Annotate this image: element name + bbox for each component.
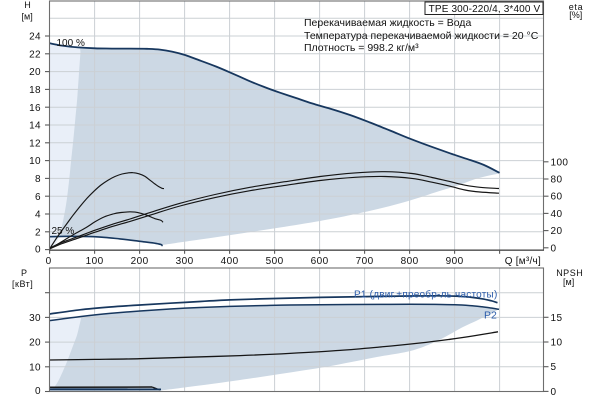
svg-text:40: 40 bbox=[551, 209, 563, 220]
svg-text:16: 16 bbox=[29, 103, 41, 114]
svg-text:Температура перекачиваемой жид: Температура перекачиваемой жидкости = 20… bbox=[304, 30, 539, 42]
svg-text:20: 20 bbox=[29, 67, 41, 78]
svg-text:300: 300 bbox=[176, 256, 194, 267]
svg-text:Перекачиваемая жидкость = Вода: Перекачиваемая жидкость = Вода bbox=[304, 17, 471, 29]
svg-text:900: 900 bbox=[446, 256, 464, 267]
svg-text:[%]: [%] bbox=[569, 10, 582, 20]
svg-text:24: 24 bbox=[29, 32, 41, 43]
svg-text:100: 100 bbox=[551, 157, 569, 168]
svg-text:20: 20 bbox=[551, 226, 563, 237]
svg-text:10: 10 bbox=[551, 338, 563, 349]
svg-text:0: 0 bbox=[551, 243, 557, 254]
svg-text:[м]: [м] bbox=[563, 277, 574, 287]
svg-text:500: 500 bbox=[266, 256, 284, 267]
svg-text:22: 22 bbox=[29, 49, 41, 60]
svg-text:5: 5 bbox=[551, 362, 557, 373]
svg-text:14: 14 bbox=[29, 121, 41, 132]
svg-text:200: 200 bbox=[131, 256, 149, 267]
svg-text:2: 2 bbox=[35, 227, 41, 238]
svg-text:600: 600 bbox=[311, 256, 329, 267]
svg-text:80: 80 bbox=[551, 175, 563, 186]
svg-text:10: 10 bbox=[29, 362, 41, 373]
svg-text:25 %: 25 % bbox=[52, 226, 75, 237]
svg-text:700: 700 bbox=[356, 256, 374, 267]
svg-text:P2: P2 bbox=[484, 310, 497, 322]
svg-text:NPSH: NPSH bbox=[556, 268, 583, 278]
svg-text:Q [м³/ч]: Q [м³/ч] bbox=[505, 256, 541, 267]
svg-text:H: H bbox=[24, 0, 31, 10]
svg-text:100: 100 bbox=[86, 256, 104, 267]
svg-text:TPE 300-220/4, 3*400 V: TPE 300-220/4, 3*400 V bbox=[429, 4, 541, 15]
svg-text:P1 (двиг.+преобр-ль частоты): P1 (двиг.+преобр-ль частоты) bbox=[354, 289, 498, 301]
svg-text:0: 0 bbox=[551, 387, 557, 398]
svg-text:[м]: [м] bbox=[22, 11, 33, 21]
svg-text:10: 10 bbox=[29, 156, 41, 167]
svg-text:400: 400 bbox=[221, 256, 239, 267]
svg-text:60: 60 bbox=[551, 192, 563, 203]
svg-text:[кВт]: [кВт] bbox=[12, 279, 33, 289]
svg-text:0: 0 bbox=[35, 386, 41, 397]
svg-text:0: 0 bbox=[35, 244, 41, 255]
svg-text:Плотность = 998.2 кг/м³: Плотность = 998.2 кг/м³ bbox=[304, 42, 419, 54]
svg-text:30: 30 bbox=[29, 313, 41, 324]
svg-text:4: 4 bbox=[35, 210, 41, 221]
svg-text:12: 12 bbox=[29, 138, 41, 149]
svg-text:18: 18 bbox=[29, 85, 41, 96]
svg-text:P: P bbox=[21, 268, 27, 278]
svg-text:20: 20 bbox=[29, 338, 41, 349]
svg-text:100 %: 100 % bbox=[57, 38, 85, 49]
svg-text:8: 8 bbox=[35, 174, 41, 185]
svg-text:15: 15 bbox=[551, 313, 563, 324]
svg-text:800: 800 bbox=[401, 256, 419, 267]
svg-text:0: 0 bbox=[46, 256, 52, 267]
svg-text:6: 6 bbox=[35, 192, 41, 203]
svg-text:eta: eta bbox=[569, 2, 584, 12]
